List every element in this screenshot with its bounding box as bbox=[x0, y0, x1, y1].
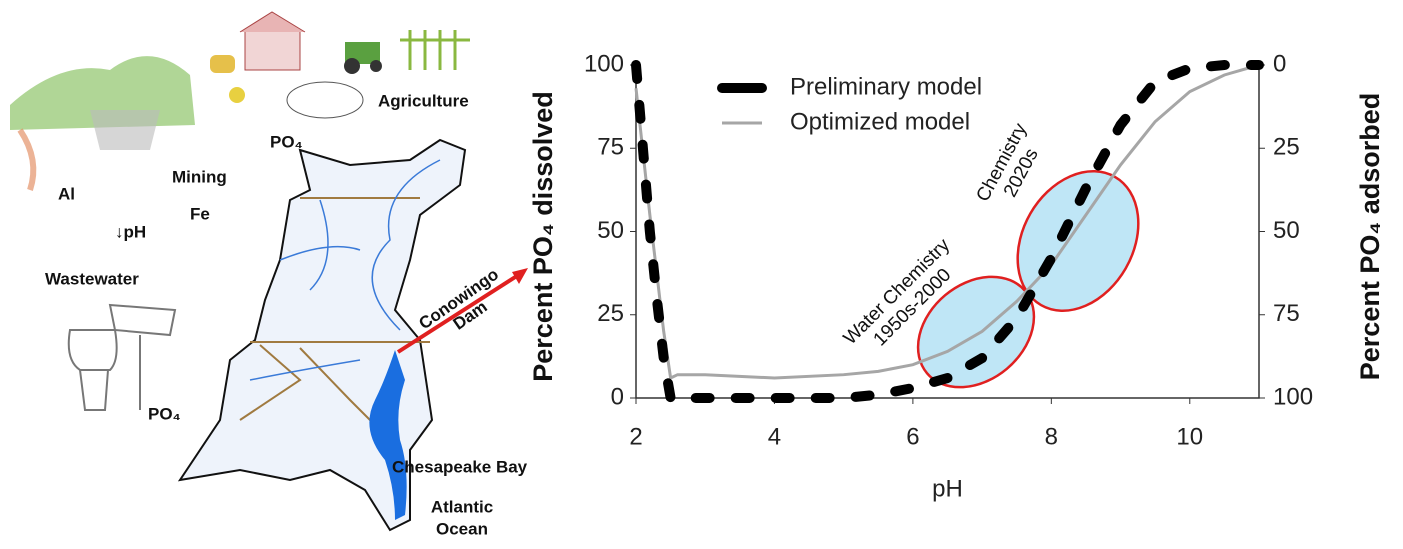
arrow-head bbox=[512, 268, 528, 284]
hay bbox=[210, 55, 235, 73]
x-tick-label: 6 bbox=[906, 423, 919, 450]
y2-tick-label: 25 bbox=[1273, 134, 1300, 161]
label: Agriculture bbox=[378, 91, 469, 110]
annotation-ellipse bbox=[1016, 170, 1140, 312]
y2-tick-label: 75 bbox=[1273, 300, 1300, 327]
wheel bbox=[370, 60, 382, 72]
label: Fe bbox=[190, 204, 210, 223]
barn-roof bbox=[239, 11, 306, 33]
ocean-label: Atlantic bbox=[431, 497, 493, 516]
y2-axis-label: Percent PO₄ adsorbed bbox=[1355, 93, 1385, 380]
x-axis-label: pH bbox=[932, 475, 963, 502]
y-axis-label: Percent PO₄ dissolved bbox=[528, 91, 558, 381]
rivers bbox=[249, 159, 441, 381]
illustration: Agriculture PO₄ Mining Al Fe ↓pH Wastewa… bbox=[10, 11, 528, 538]
barn bbox=[244, 29, 301, 71]
label: PO₄ bbox=[270, 132, 303, 151]
y-tick-label: 0 bbox=[611, 383, 624, 410]
y2-tick-label: 100 bbox=[1273, 383, 1313, 410]
label: PO₄ bbox=[148, 404, 181, 423]
corn bbox=[400, 30, 470, 70]
x-tick-label: 10 bbox=[1176, 423, 1203, 450]
y-tick-label: 50 bbox=[597, 217, 624, 244]
y2-tick-label: 0 bbox=[1273, 50, 1286, 77]
soil bbox=[17, 128, 37, 191]
series-line bbox=[634, 63, 1260, 381]
x-tick-label: 4 bbox=[768, 423, 781, 450]
chart: 0 25 50 75 100 0 25 50 75 100 2 4 6 8 10 pH Percent PO₄ … bbox=[528, 50, 1385, 502]
cow bbox=[286, 81, 364, 119]
arrow bbox=[396, 272, 522, 354]
ocean-label: Ocean bbox=[436, 519, 488, 538]
label: Wastewater bbox=[45, 269, 139, 288]
state-borders bbox=[239, 197, 430, 431]
y2-tick-label: 50 bbox=[1273, 217, 1300, 244]
mine bbox=[90, 110, 160, 150]
x-tick-label: 2 bbox=[629, 423, 642, 450]
wheel bbox=[344, 58, 360, 74]
legend-label: Optimized model bbox=[790, 108, 970, 135]
y-tick-label: 75 bbox=[597, 134, 624, 161]
x-tick-label: 8 bbox=[1045, 423, 1058, 450]
toilet bbox=[67, 329, 118, 411]
legend-label: Preliminary model bbox=[790, 73, 982, 100]
y-tick-label: 25 bbox=[597, 300, 624, 327]
y-tick-label: 100 bbox=[584, 50, 624, 77]
sink bbox=[108, 303, 177, 410]
label: Mining bbox=[172, 167, 227, 186]
label: Chesapeake Bay bbox=[392, 457, 528, 476]
chick bbox=[229, 87, 245, 103]
bay bbox=[369, 350, 407, 520]
label: Al bbox=[58, 184, 75, 203]
label: ↓pH bbox=[115, 222, 146, 241]
